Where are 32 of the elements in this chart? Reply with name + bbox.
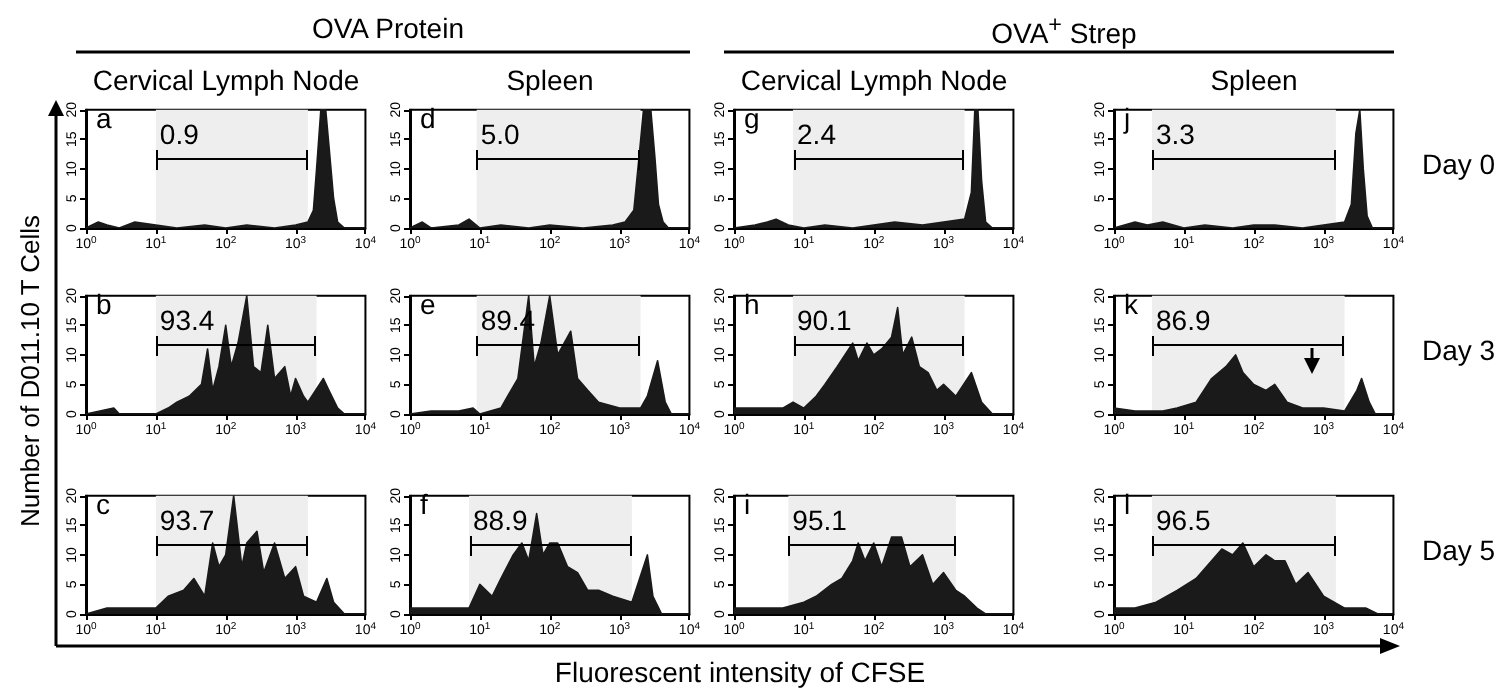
chart-title: Cervical Lymph Node [740, 64, 1008, 96]
band-label: 0.9 [159, 117, 199, 150]
y-axis-title: Number of D011.10 T Cells [15, 213, 46, 527]
band-label: 3.3 [1156, 117, 1195, 150]
band-label: 88.9 [473, 503, 528, 536]
annotation: g [744, 102, 760, 134]
annotation: e [420, 288, 436, 320]
band-label: 93.4 [159, 303, 215, 336]
band-label: 2.4 [797, 117, 836, 150]
band-label: 93.7 [159, 503, 215, 536]
annotation: l [1124, 488, 1131, 520]
text: OVA$^{+}$ Strep [991, 12, 1137, 50]
band-label: 96.5 [1156, 503, 1211, 536]
band-label: 5.0 [480, 117, 520, 150]
band-label: 95.1 [792, 503, 847, 536]
text: OVA Protein [311, 12, 465, 44]
band-label: 86.9 [1156, 303, 1211, 336]
chart-title: Spleen [506, 64, 594, 96]
text: Day 0 [1422, 148, 1496, 180]
text: Day 5 [1422, 534, 1496, 566]
chart-title: Spleen [1210, 64, 1298, 96]
annotation: j [1124, 102, 1131, 134]
x-axis-title: Fluorescent intensity of CFSE [554, 656, 926, 688]
annotation: b [96, 288, 112, 320]
annotation: a [96, 102, 112, 134]
band-label: 90.1 [797, 303, 852, 336]
chart-title: Cervical Lymph Node [92, 64, 360, 96]
annotation: c [96, 488, 110, 520]
annotation: h [744, 288, 760, 320]
text: Day 3 [1422, 334, 1496, 366]
annotation: d [420, 102, 436, 134]
annotation: k [1124, 288, 1138, 320]
